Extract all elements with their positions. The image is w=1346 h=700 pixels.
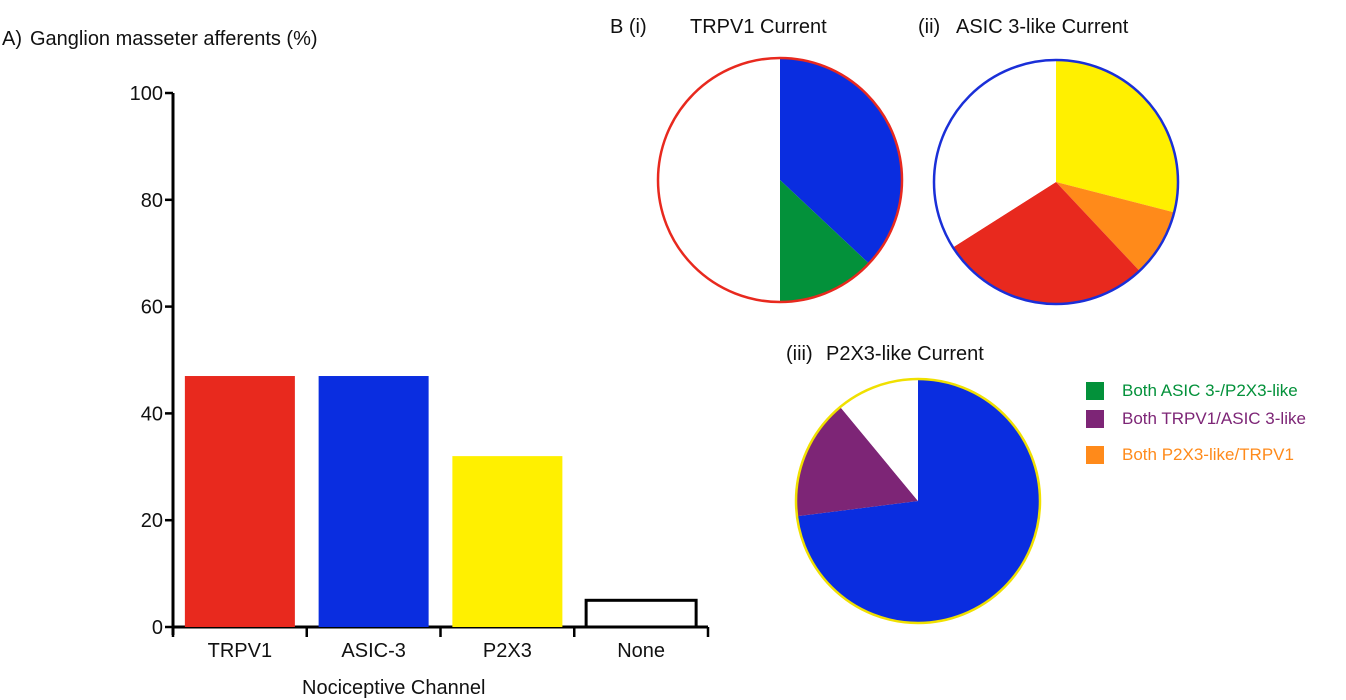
bar-trpv1 [184,376,295,627]
x-tick-label: ASIC-3 [341,640,405,662]
y-tick-label: 60 [141,297,163,319]
pie-outline [932,58,1180,306]
pie-slice [1056,60,1178,213]
pie-chart-trpv1 [656,56,904,304]
y-tick-label: 100 [130,83,163,105]
bar-none [584,598,698,629]
pie-3-title: P2X3-like Current [826,343,984,365]
legend-swatch [1086,410,1104,428]
y-tick-label: 80 [141,190,163,212]
pie-slice [796,406,918,517]
pie-chart-asic3 [932,58,1180,306]
bar-asic-3 [318,376,429,627]
pie-slice [780,180,869,302]
y-tick-label: 20 [141,510,163,532]
pie-2-title: ASIC 3-like Current [956,16,1129,38]
pie-slice [1056,182,1175,271]
y-tick-label: 40 [141,403,163,425]
panel-b-i-label: B (i) [610,16,647,38]
x-tick-label: TRPV1 [208,640,272,662]
panel-a-label: A) [2,28,22,50]
pie-slice [780,58,902,264]
pie-slice [952,182,1140,304]
legend-item: Both ASIC 3-/P2X3-like [1086,380,1298,402]
bar-chart: 0 20 40 60 80 100 TRPV1 ASIC-3 P2X3 None [130,83,710,662]
legend-swatch [1086,446,1104,464]
pie-1-title: TRPV1 Current [690,16,827,38]
legend-label: Both TRPV1/ASIC 3-like [1122,409,1306,428]
pie-slice [658,58,780,302]
panel-b-iii-label: (iii) [786,343,813,365]
pie-slice [934,60,1056,248]
bar-p2x3 [452,456,563,627]
pie-slice [796,379,1040,623]
pie-chart-p2x3 [794,377,1042,625]
x-tick-label: None [617,640,665,662]
pie-outline [794,377,1042,625]
x-tick-label: P2X3 [483,640,532,662]
panel-b-ii-label: (ii) [918,16,941,38]
bar-chart-title: Ganglion masseter afferents (%) [30,28,318,50]
legend-item: Both P2X3-like/TRPV1 [1086,444,1294,466]
legend-label: Both ASIC 3-/P2X3-like [1122,381,1298,400]
pie-slice [840,379,918,501]
legend-item: Both TRPV1/ASIC 3-like [1086,408,1306,430]
bar-chart-xlabel: Nociceptive Channel [302,677,486,699]
y-tick-label: 0 [152,617,163,639]
legend-swatch [1086,382,1104,400]
pie-outline [656,56,904,304]
legend-label: Both P2X3-like/TRPV1 [1122,445,1294,464]
